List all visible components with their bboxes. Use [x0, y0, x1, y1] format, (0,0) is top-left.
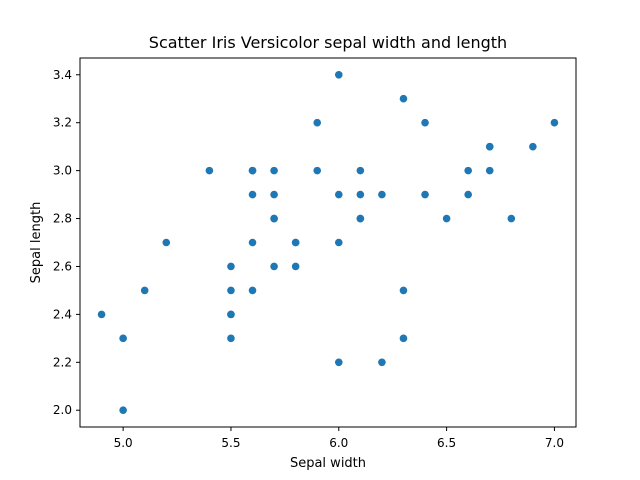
x-tick-label: 6.5 — [437, 436, 456, 450]
data-point — [270, 166, 278, 175]
data-point — [270, 262, 278, 271]
data-point — [97, 310, 106, 319]
data-point — [270, 190, 278, 199]
data-point — [421, 118, 429, 127]
x-tick-label: 6.0 — [329, 436, 348, 450]
y-tick-label: 2.8 — [53, 212, 72, 226]
data-point — [507, 214, 516, 223]
data-point — [356, 166, 365, 175]
data-point — [464, 190, 472, 199]
data-point — [334, 70, 343, 79]
y-axis-label: Sepal length — [29, 202, 44, 284]
data-point — [162, 238, 171, 247]
y-tick-label: 3.4 — [53, 68, 72, 82]
x-axis-ticks: 5.0 5.5 6.0 6.5 7.0 — [114, 427, 564, 450]
data-point — [399, 94, 408, 103]
y-tick-label: 3.2 — [53, 116, 72, 130]
y-tick-label: 3.0 — [53, 164, 72, 178]
data-point — [399, 286, 408, 295]
data-point — [119, 334, 127, 343]
data-point — [205, 166, 214, 175]
data-point — [378, 358, 386, 367]
data-point — [485, 166, 494, 175]
data-point — [399, 334, 408, 343]
data-point — [227, 310, 235, 319]
data-point — [227, 262, 235, 271]
data-point — [291, 238, 300, 247]
data-point — [248, 190, 257, 199]
x-tick-label: 5.5 — [221, 436, 240, 450]
data-point — [334, 358, 343, 367]
data-point — [140, 286, 149, 295]
data-point — [442, 214, 451, 223]
data-point — [313, 118, 322, 127]
data-point — [291, 262, 300, 271]
x-axis-label: Sepal width — [290, 456, 366, 471]
y-tick-label: 2.4 — [53, 307, 72, 321]
data-point — [378, 190, 386, 199]
y-axis-ticks: 2.0 2.2 2.4 2.6 2.8 3.0 3.2 3.4 — [53, 68, 80, 417]
x-tick-label: 5.0 — [114, 436, 133, 450]
data-point — [356, 190, 365, 199]
data-point — [248, 166, 257, 175]
data-point — [334, 190, 343, 199]
x-tick-label: 7.0 — [545, 436, 564, 450]
data-point — [485, 142, 494, 151]
data-point — [270, 214, 278, 223]
data-point — [464, 166, 472, 175]
y-tick-label: 2.0 — [53, 403, 72, 417]
data-point — [119, 406, 127, 415]
y-tick-label: 2.6 — [53, 259, 72, 273]
data-point — [313, 166, 322, 175]
data-point — [227, 334, 235, 343]
plot-frame — [79, 57, 577, 428]
y-tick-label: 2.2 — [53, 355, 72, 369]
data-point — [356, 214, 365, 223]
data-point — [550, 118, 559, 127]
data-point — [248, 238, 257, 247]
data-point — [248, 286, 257, 295]
points-layer — [97, 70, 559, 415]
data-point — [227, 286, 235, 295]
data-point — [334, 238, 343, 247]
data-point — [529, 142, 537, 151]
chart-title: Scatter Iris Versicolor sepal width and … — [149, 33, 507, 52]
data-point — [421, 190, 429, 199]
